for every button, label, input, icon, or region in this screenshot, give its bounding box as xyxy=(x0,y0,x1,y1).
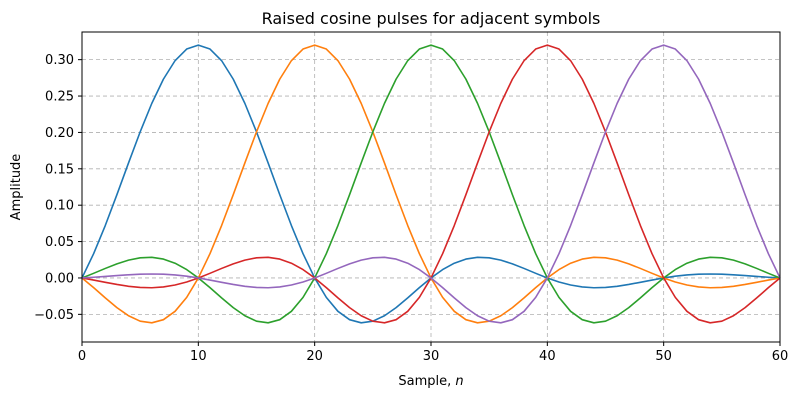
x-tick-label: 50 xyxy=(655,349,672,364)
series-layer xyxy=(81,44,781,324)
grid-layer xyxy=(82,32,780,342)
y-tick-label: 0.15 xyxy=(45,162,74,177)
chart-title: Raised cosine pulses for adjacent symbol… xyxy=(262,9,601,28)
series-line-4 xyxy=(81,44,781,324)
x-tick-label: 60 xyxy=(772,349,789,364)
x-axis-label: Sample, n xyxy=(398,374,463,389)
y-tick-label: 0.30 xyxy=(45,53,74,68)
y-tick-label: 0.10 xyxy=(45,199,74,214)
x-tick-label: 10 xyxy=(190,349,207,364)
y-tick-label: 0.25 xyxy=(45,90,74,105)
x-tick-label: 30 xyxy=(423,349,440,364)
x-tick-label: 20 xyxy=(306,349,323,364)
x-tick-label: 40 xyxy=(539,349,556,364)
y-tick-label: −0.05 xyxy=(34,308,74,323)
x-axis-label-text: Sample, xyxy=(398,374,455,389)
x-tick-label: 0 xyxy=(78,349,86,364)
x-axis-label-var: n xyxy=(455,374,463,389)
y-axis-label: Amplitude xyxy=(9,154,24,221)
y-tick-label: 0.05 xyxy=(45,235,74,250)
y-tick-label: 0.00 xyxy=(45,271,74,286)
tick-layer: 0 10 20 30 40 50 60 −0.05 0.00 0.05 0.10 0.15 0.20 0.… xyxy=(34,53,788,364)
y-tick-label: 0.20 xyxy=(45,126,74,141)
